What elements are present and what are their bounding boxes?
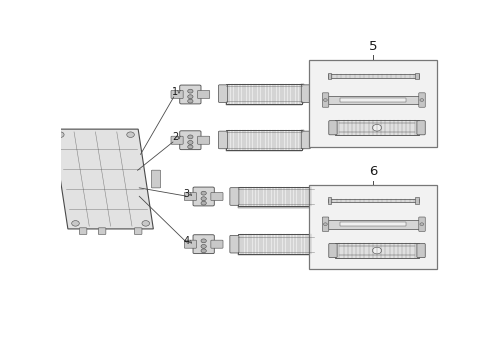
Circle shape [188,99,193,103]
Circle shape [201,249,206,253]
FancyBboxPatch shape [322,217,329,231]
FancyBboxPatch shape [419,217,425,231]
FancyBboxPatch shape [322,93,329,107]
Bar [313,234,316,253]
FancyBboxPatch shape [197,90,210,99]
FancyBboxPatch shape [419,93,425,107]
Circle shape [127,132,134,138]
Circle shape [201,191,206,195]
Circle shape [72,221,79,226]
FancyBboxPatch shape [219,85,227,103]
Bar [238,234,314,254]
Bar [309,60,437,147]
FancyBboxPatch shape [329,121,337,135]
Bar [301,84,304,103]
Bar [328,198,331,204]
Bar [226,130,302,150]
Circle shape [323,223,327,226]
FancyBboxPatch shape [151,170,161,188]
FancyBboxPatch shape [329,243,337,258]
Bar [341,98,406,102]
Bar [238,206,314,208]
Bar [238,186,314,207]
FancyBboxPatch shape [230,188,239,205]
FancyBboxPatch shape [193,187,214,206]
Circle shape [420,99,424,102]
FancyBboxPatch shape [134,228,142,234]
Circle shape [201,197,206,201]
FancyBboxPatch shape [230,235,239,253]
FancyBboxPatch shape [180,131,201,150]
FancyBboxPatch shape [197,136,210,144]
Circle shape [201,201,206,205]
FancyBboxPatch shape [171,90,183,99]
Bar [341,222,406,226]
FancyBboxPatch shape [98,228,106,234]
Circle shape [188,89,193,93]
FancyBboxPatch shape [193,235,214,253]
FancyBboxPatch shape [219,131,227,149]
Bar [328,96,419,104]
Bar [309,185,437,269]
Circle shape [372,125,382,131]
Bar [301,130,304,149]
Bar [328,220,419,229]
Circle shape [188,135,193,139]
Bar [415,198,419,204]
Circle shape [420,223,424,226]
Bar [238,253,314,256]
FancyBboxPatch shape [184,193,196,201]
FancyBboxPatch shape [301,85,310,103]
Bar [226,103,302,105]
Text: 2: 2 [172,132,178,143]
Circle shape [188,140,193,144]
FancyBboxPatch shape [184,240,196,248]
FancyBboxPatch shape [211,193,223,201]
Circle shape [201,239,206,243]
Text: 3: 3 [183,189,190,199]
FancyBboxPatch shape [313,188,322,205]
Circle shape [142,221,149,226]
Text: 1: 1 [172,87,178,97]
FancyBboxPatch shape [211,240,223,248]
Bar [335,243,419,258]
FancyBboxPatch shape [79,228,87,234]
Polygon shape [53,129,153,229]
Bar [328,199,419,202]
FancyBboxPatch shape [417,121,425,135]
Bar [328,74,419,78]
Circle shape [56,132,64,138]
FancyBboxPatch shape [301,131,310,149]
Circle shape [188,145,193,149]
Bar [335,120,419,135]
Bar [313,186,316,206]
Text: 5: 5 [369,40,377,53]
Bar [415,73,419,79]
Circle shape [188,95,193,99]
FancyBboxPatch shape [180,85,201,104]
Bar [226,149,302,151]
Circle shape [372,247,382,254]
Text: 6: 6 [369,166,377,179]
Bar [328,73,331,79]
Bar [226,84,302,104]
Circle shape [201,244,206,248]
Circle shape [323,99,327,102]
FancyBboxPatch shape [313,235,322,253]
Text: 4: 4 [183,237,190,246]
FancyBboxPatch shape [417,243,425,258]
FancyBboxPatch shape [171,136,183,144]
